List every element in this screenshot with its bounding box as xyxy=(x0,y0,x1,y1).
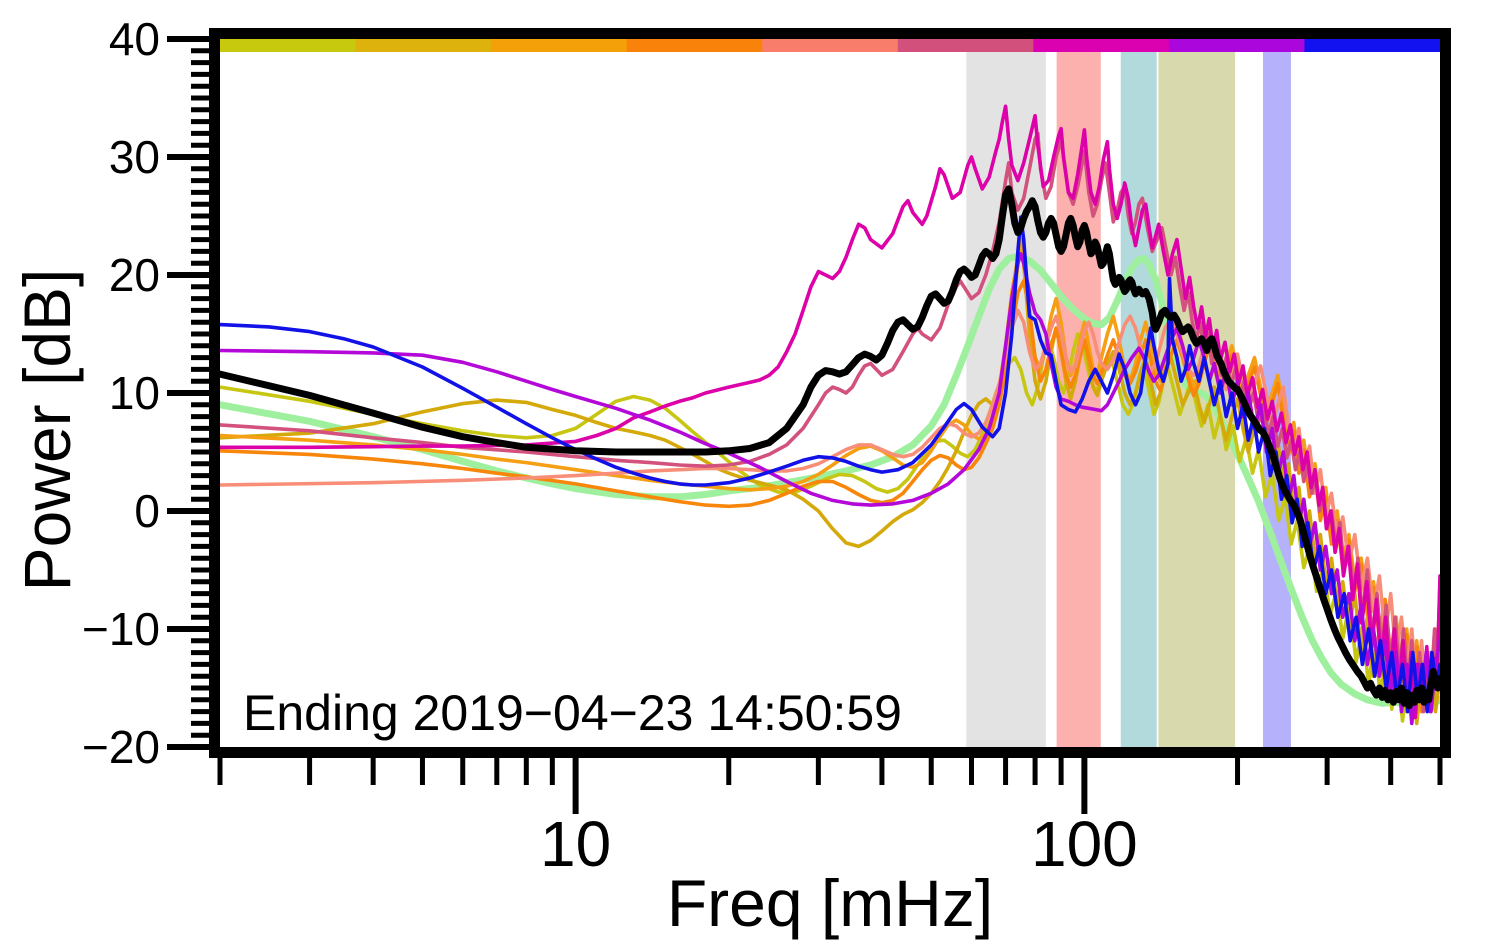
plot-frame xyxy=(209,28,1451,758)
x-tick-label: 100 xyxy=(1031,808,1138,880)
colorbar-segment-1 xyxy=(220,39,357,52)
curve-spectrum-purple xyxy=(219,252,1441,726)
y-tick-label: 0 xyxy=(134,485,160,537)
y-axis-title: Power [dB] xyxy=(10,268,84,592)
x-axis-ticks: 10 100 xyxy=(217,758,1443,880)
x-axis-title: Freq [mHz] xyxy=(666,866,994,940)
curve-spectrum-magenta xyxy=(219,104,1441,720)
curve-spectrum-gold xyxy=(219,237,1441,726)
x-tick-label: 10 xyxy=(540,808,611,880)
colorbar-segment-8 xyxy=(1168,39,1305,52)
colorbar-segment-2 xyxy=(355,39,492,52)
colorbar-segment-5 xyxy=(762,39,899,52)
spectra-curves xyxy=(219,104,1441,726)
curve-spectrum-blue xyxy=(219,215,1441,714)
colorbar-segment-9 xyxy=(1304,39,1441,52)
y-tick-label: 10 xyxy=(109,367,160,419)
curve-mean-black xyxy=(219,185,1441,710)
colorbar-segment-6 xyxy=(897,39,1034,52)
curve-spectrum-salmon xyxy=(219,308,1441,708)
y-tick-label: −20 xyxy=(82,721,160,773)
y-tick-label: −10 xyxy=(82,603,160,655)
colorbar-segment-3 xyxy=(491,39,628,52)
y-tick-label: 30 xyxy=(109,131,160,183)
curve-reference-pale-green xyxy=(219,252,1441,708)
ending-timestamp: Ending 2019−04−23 14:50:59 xyxy=(243,685,902,741)
y-tick-label: 20 xyxy=(109,249,160,301)
colorbar-segment-7 xyxy=(1033,39,1170,52)
colorbar-segment-4 xyxy=(626,39,763,52)
time-segment-colorbar xyxy=(220,39,1441,52)
y-tick-label: 40 xyxy=(109,13,160,65)
y-axis-ticks: 40 30 20 10 0 −10 −20 xyxy=(82,13,209,773)
